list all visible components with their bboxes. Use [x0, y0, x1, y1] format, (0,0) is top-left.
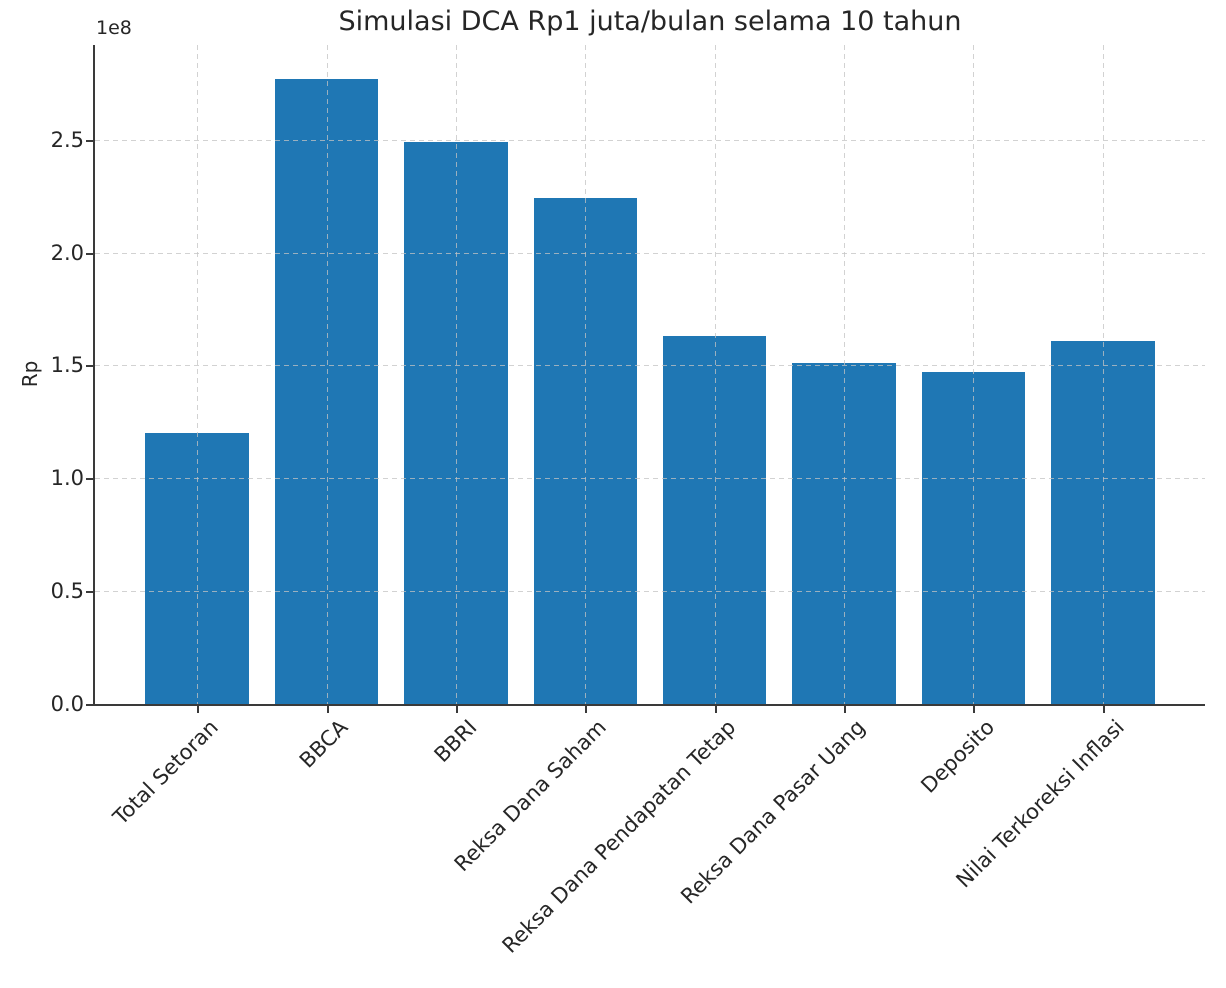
y-tick-mark	[86, 252, 93, 255]
gridline-horizontal	[95, 252, 1205, 254]
gridline-vertical	[714, 45, 716, 704]
gridline-horizontal	[95, 139, 1205, 141]
y-tick-mark	[86, 365, 93, 368]
y-tick-mark	[86, 704, 93, 706]
x-tick-mark	[585, 706, 588, 713]
y-tick-label: 0.0	[50, 692, 84, 716]
x-tick-mark	[326, 706, 329, 713]
x-tick-label: Reksa Dana Pendapatan Tetap	[497, 715, 741, 958]
y-tick-label: 1.5	[50, 353, 84, 378]
x-tick-mark	[973, 706, 976, 713]
x-tick-label: BBCA	[294, 715, 353, 773]
y-tick-label: 2.0	[50, 240, 84, 265]
gridline-vertical	[973, 45, 975, 704]
gridline-vertical	[585, 45, 587, 704]
y-axis-offset-label: 1e8	[96, 17, 132, 39]
gridline-horizontal	[95, 478, 1205, 480]
gridline-vertical	[455, 45, 457, 704]
x-tick-label: Deposito	[916, 715, 1000, 798]
y-tick-label: 0.5	[50, 579, 84, 604]
bar	[274, 78, 379, 704]
y-axis-spine	[93, 45, 95, 706]
x-tick-mark	[714, 706, 717, 713]
bar	[404, 142, 508, 704]
x-tick-mark	[455, 706, 458, 713]
y-tick-label: 2.5	[50, 127, 84, 152]
gridline-vertical	[1102, 45, 1104, 704]
bar	[533, 198, 638, 704]
x-axis-spine	[93, 704, 1205, 706]
gridline-vertical	[326, 45, 328, 704]
gridline-horizontal	[95, 591, 1205, 593]
y-tick-mark	[86, 478, 93, 481]
x-tick-label: Total Setoran	[108, 715, 224, 830]
x-tick-label: BBRI	[429, 715, 482, 768]
y-tick-label: 1.0	[50, 466, 84, 491]
bar	[1051, 340, 1155, 704]
y-tick-mark	[86, 591, 93, 594]
chart-title: Simulasi DCA Rp1 juta/bulan selama 10 ta…	[338, 6, 962, 37]
bar	[921, 372, 1026, 704]
gridline-horizontal	[95, 365, 1205, 367]
y-tick-mark	[86, 139, 93, 142]
gridline-vertical	[197, 45, 199, 704]
bar	[792, 363, 896, 704]
x-tick-mark	[1102, 706, 1105, 713]
x-tick-mark	[197, 706, 200, 713]
x-tick-mark	[844, 706, 847, 713]
bar	[662, 336, 767, 704]
gridline-vertical	[844, 45, 846, 704]
